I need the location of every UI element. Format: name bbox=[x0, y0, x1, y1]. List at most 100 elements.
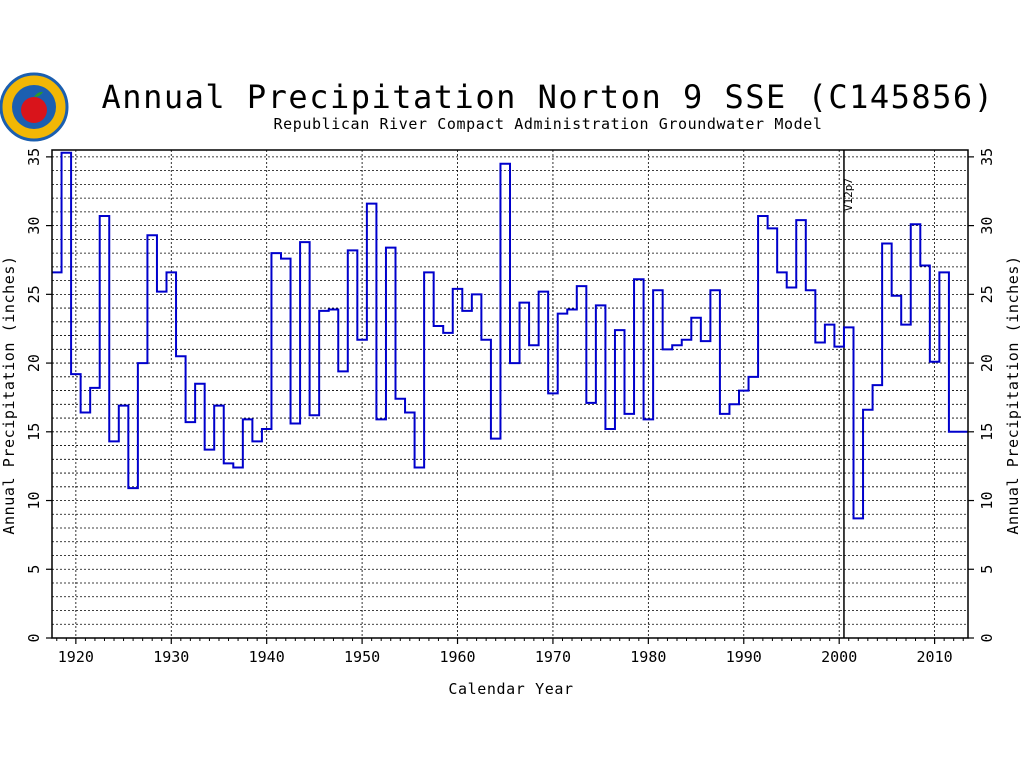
x-tick-label: 1930 bbox=[153, 648, 189, 666]
data-point bbox=[217, 403, 221, 407]
data-point bbox=[751, 375, 755, 379]
data-point bbox=[131, 486, 135, 490]
leaf-icon bbox=[34, 91, 43, 97]
data-point bbox=[885, 241, 889, 245]
data-point bbox=[722, 412, 726, 416]
x-tick-label: 2000 bbox=[821, 648, 857, 666]
data-point bbox=[694, 316, 698, 320]
y-tick-label-right: 20 bbox=[978, 354, 996, 372]
data-point bbox=[551, 391, 555, 395]
y-tick-label-left: 0 bbox=[25, 633, 43, 642]
series-group bbox=[52, 151, 968, 520]
data-point bbox=[312, 413, 316, 417]
data-point bbox=[665, 347, 669, 351]
data-point bbox=[493, 436, 497, 440]
data-point bbox=[856, 516, 860, 520]
chart-subtitle: Republican River Compact Administration … bbox=[274, 115, 823, 133]
data-point bbox=[322, 309, 326, 313]
data-point bbox=[684, 338, 688, 342]
y-tick-label-left: 30 bbox=[25, 217, 43, 235]
y-tick-label-right: 10 bbox=[978, 492, 996, 510]
data-point bbox=[904, 322, 908, 326]
data-point bbox=[923, 263, 927, 267]
data-point bbox=[837, 344, 841, 348]
data-point bbox=[742, 388, 746, 392]
data-point bbox=[198, 381, 202, 385]
y-tick-label-right: 25 bbox=[978, 285, 996, 303]
y-tick-label-left: 20 bbox=[25, 354, 43, 372]
data-point bbox=[799, 218, 803, 222]
y-tick-label-left: 10 bbox=[25, 492, 43, 510]
data-point bbox=[827, 322, 831, 326]
data-point bbox=[474, 292, 478, 296]
data-point bbox=[579, 284, 583, 288]
data-point bbox=[656, 288, 660, 292]
data-point bbox=[513, 361, 517, 365]
y-tick-label-right: 5 bbox=[978, 565, 996, 574]
data-point bbox=[465, 309, 469, 313]
data-point bbox=[112, 439, 116, 443]
y-tick-label-right: 30 bbox=[978, 217, 996, 235]
chart-title: Annual Precipitation Norton 9 SSE (C1458… bbox=[102, 78, 995, 116]
data-point bbox=[913, 222, 917, 226]
data-point bbox=[808, 288, 812, 292]
data-point bbox=[284, 256, 288, 260]
data-point bbox=[589, 401, 593, 405]
x-tick-label: 1970 bbox=[535, 648, 571, 666]
data-point bbox=[369, 201, 373, 205]
data-point bbox=[503, 162, 507, 166]
data-point bbox=[55, 270, 59, 274]
data-point bbox=[560, 311, 564, 315]
data-point bbox=[866, 408, 870, 412]
reference-line-label: V12p7 bbox=[842, 178, 855, 211]
x-tick-label: 1990 bbox=[726, 648, 762, 666]
data-point bbox=[847, 325, 851, 329]
x-tick-label: 2010 bbox=[917, 648, 953, 666]
data-point bbox=[264, 427, 268, 431]
data-point bbox=[713, 288, 717, 292]
data-point bbox=[274, 251, 278, 255]
data-point bbox=[331, 307, 335, 311]
data-point bbox=[150, 233, 154, 237]
data-point bbox=[541, 289, 545, 293]
data-point bbox=[398, 397, 402, 401]
data-point bbox=[761, 214, 765, 218]
data-point bbox=[140, 361, 144, 365]
data-point bbox=[245, 417, 249, 421]
data-point bbox=[207, 447, 211, 451]
data-point bbox=[570, 307, 574, 311]
data-point bbox=[789, 285, 793, 289]
data-point bbox=[637, 277, 641, 281]
data-point bbox=[942, 270, 946, 274]
axes: 1920 1930 1940 1950 1960 1970 1980 1990 2000 2010… bbox=[25, 148, 996, 666]
data-point bbox=[83, 410, 87, 414]
apple-icon bbox=[21, 97, 47, 123]
data-point bbox=[160, 289, 164, 293]
data-point bbox=[875, 383, 879, 387]
data-point bbox=[303, 240, 307, 244]
x-tick-label: 1950 bbox=[344, 648, 380, 666]
rrca-logo bbox=[0, 72, 69, 142]
x-tick-label: 1940 bbox=[249, 648, 285, 666]
data-point bbox=[179, 354, 183, 358]
data-point bbox=[703, 339, 707, 343]
data-point bbox=[408, 410, 412, 414]
data-point bbox=[341, 369, 345, 373]
data-point bbox=[627, 412, 631, 416]
data-point bbox=[951, 430, 955, 434]
data-point bbox=[446, 331, 450, 335]
y-tick-label-right: 35 bbox=[978, 148, 996, 166]
data-point bbox=[732, 402, 736, 406]
data-point bbox=[236, 465, 240, 469]
data-point bbox=[436, 324, 440, 328]
data-point bbox=[169, 270, 173, 274]
data-point bbox=[961, 430, 965, 434]
data-point bbox=[226, 461, 230, 465]
data-point bbox=[522, 300, 526, 304]
x-tick-label: 1960 bbox=[439, 648, 475, 666]
data-point bbox=[770, 226, 774, 230]
y-tick-label-right: 0 bbox=[978, 633, 996, 642]
reference-line-group: V12p7 bbox=[842, 150, 855, 638]
data-point bbox=[818, 340, 822, 344]
